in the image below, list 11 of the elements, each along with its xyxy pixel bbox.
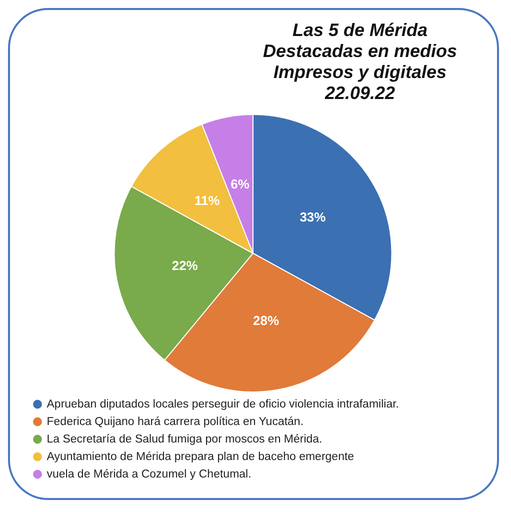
data-label: 6% (230, 176, 250, 192)
data-label: 28% (252, 312, 280, 328)
legend-label: Federica Quijano hará carrera política en Yucatán. (46, 416, 304, 428)
data-label: 22% (172, 258, 198, 273)
legend-label: La Secretaría de Salud fumiga por moscos en Mérida. (46, 433, 322, 446)
legend-label: vuela de Mérida a Cozumel y Chetumal. (46, 468, 252, 480)
legend-label: Aprueban diputados locales perseguir de oficio violencia intrafamiliar. (46, 398, 399, 410)
chart-title: Las 5 de Mérida Destacadas en medios Impresos y digitales 22.09.22 (262, 20, 458, 104)
data-label: 33% (300, 210, 326, 225)
data-label: 11% (194, 192, 220, 208)
legend-label: Ayuntamiento de Mérida prepara plan de baceho emergente (46, 450, 354, 463)
